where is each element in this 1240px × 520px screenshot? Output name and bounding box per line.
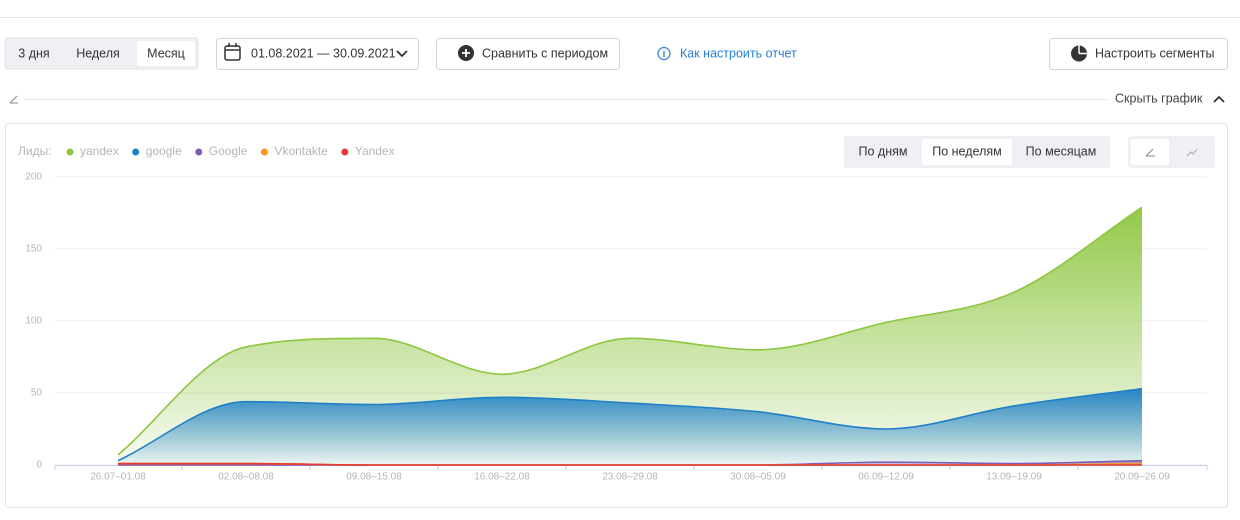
area [118,388,1142,465]
y-tick-label: 0 [36,460,42,471]
legend-marker [195,148,203,156]
date-range: 01.08.2021 — 30.09.2021 [251,46,396,60]
x-tick-label: 09.08–15.08 [346,472,402,483]
x-tick-label: 13.09–19.09 [986,472,1042,483]
legend-label: Google [209,144,248,158]
help-link[interactable]: Как настроить отчет [680,46,797,60]
legend-label: Yandex [355,144,395,158]
legend-marker [66,148,74,156]
tab[interactable]: Неделя [76,46,120,60]
area [118,207,1142,466]
compare-button[interactable] [436,38,620,70]
legend-label: yandex [80,144,119,158]
date-picker[interactable] [216,38,419,70]
x-tick-label: 26.07–01.08 [90,472,146,483]
y-tick-label: 50 [31,388,43,399]
compare-label: Сравнить с периодом [482,46,608,60]
hide-chart[interactable]: Скрыть график [1115,91,1203,105]
x-tick-label: 16.08–22.08 [474,472,530,483]
chevron-down [396,50,408,58]
tab[interactable]: 3 дня [18,46,49,60]
segments-label: Настроить сегменты [1095,46,1214,60]
chart-mini-icon [9,95,18,104]
x-tick-label: 23.08–29.08 [602,472,658,483]
line-view-icon[interactable] [1186,148,1198,157]
period-button[interactable]: По месяцам [1026,144,1097,158]
legend-title: Лиды: [18,144,52,158]
x-tick-label: 20.09–26.09 [1114,472,1170,483]
info-icon [657,46,671,61]
segments-button[interactable] [1049,38,1228,70]
legend-label: google [146,144,182,158]
area [118,460,1142,465]
x-tick-label: 30.08–05.09 [730,472,786,483]
pie-cut [1078,45,1087,55]
x-tick-label: 06.09–12.09 [858,472,914,483]
legend-label: Vkontakte [274,144,328,158]
active-tab-bg [137,41,195,66]
x-tick-label: 02.08–08.08 [218,472,274,483]
line [117,387,1143,462]
active-period-bg [922,139,1012,165]
chart: 0 50 100 150 200 26.07–01.08 02.08–08.08 09.08–… [18,144,1208,483]
tab[interactable]: Месяц [147,46,185,60]
legend-marker [341,148,349,156]
legend-marker [260,148,268,156]
y-tick-label: 200 [25,172,42,183]
y-tick-label: 100 [25,316,42,327]
legend-marker [132,148,140,156]
area-view-icon [1145,148,1155,157]
period-button[interactable]: По дням [859,144,908,158]
line [117,206,1143,456]
y-tick-label: 150 [25,244,42,255]
period-button[interactable]: По неделям [932,144,1001,158]
plus-sign [462,49,470,57]
chevron-up [1213,95,1225,103]
calendar-icon [224,43,241,61]
line [118,462,1142,466]
